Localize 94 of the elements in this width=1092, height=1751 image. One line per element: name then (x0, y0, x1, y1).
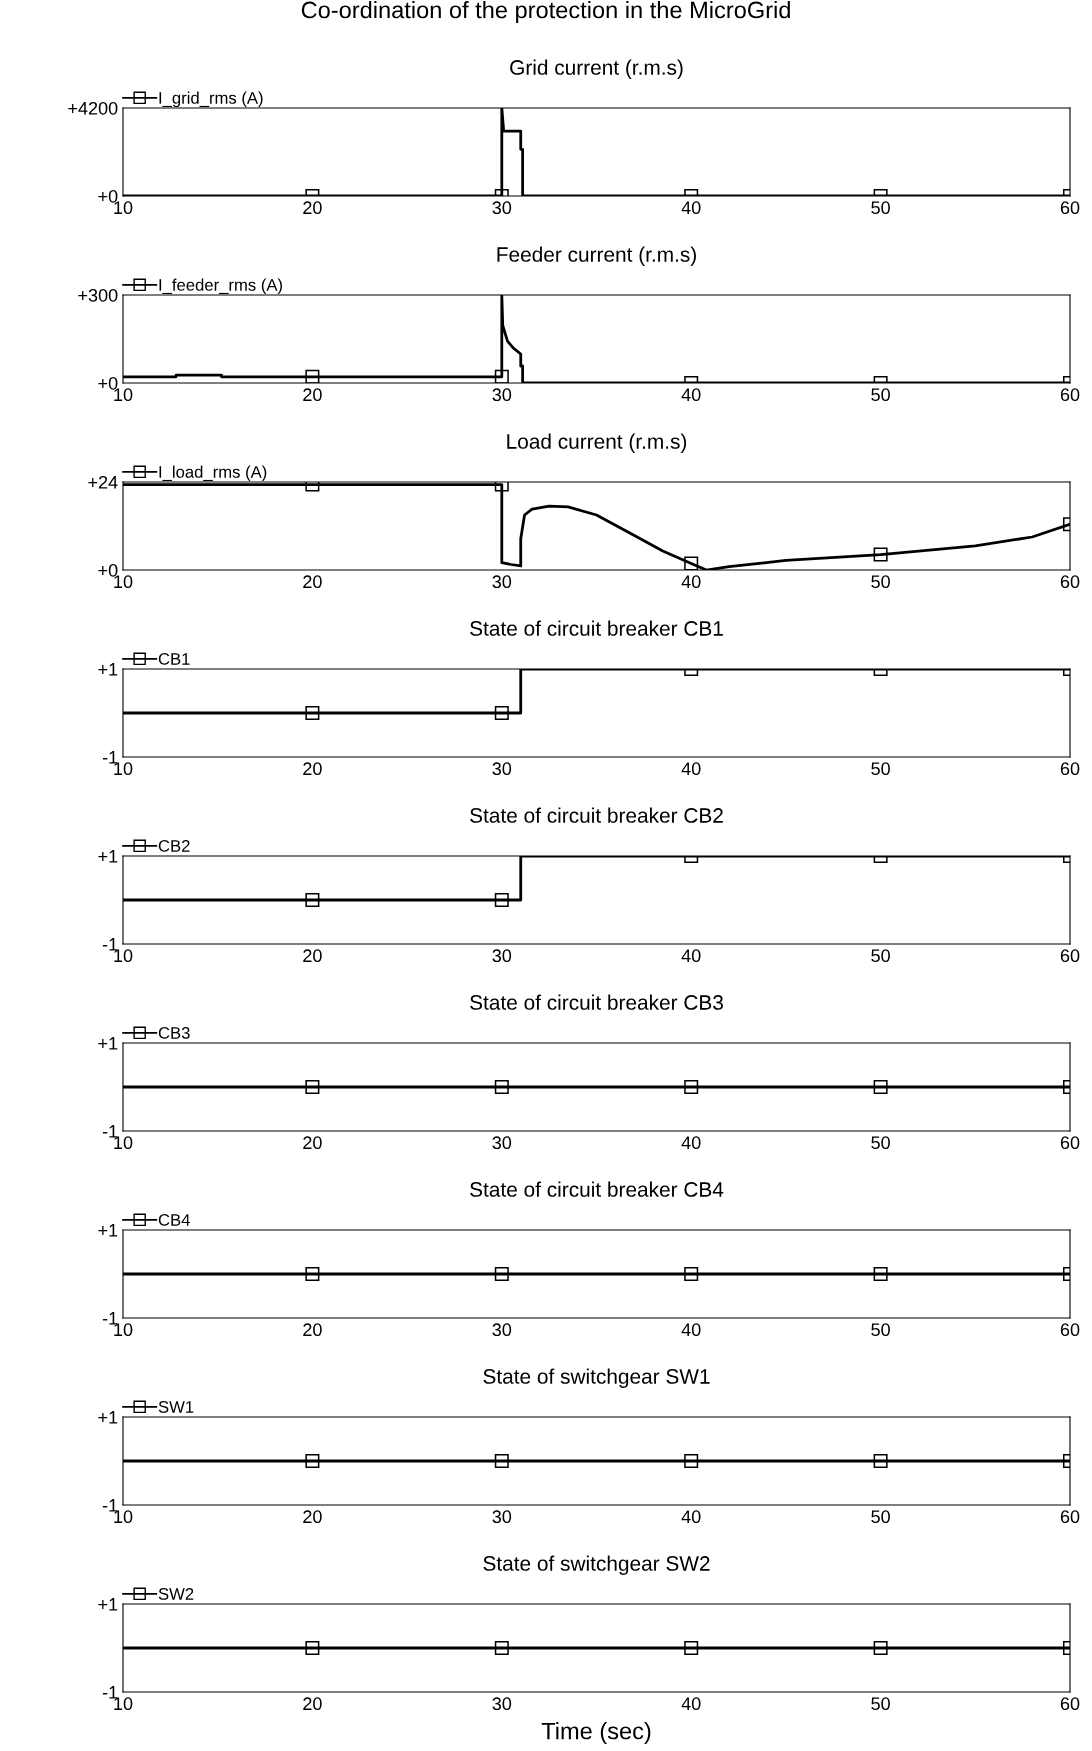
x-tick-label: 50 (871, 388, 890, 402)
x-tick-label: 10 (114, 1510, 133, 1524)
x-tick-label: 50 (871, 1697, 890, 1711)
x-tick-label: 10 (114, 1323, 133, 1337)
x-tick-label: 30 (492, 762, 512, 776)
y-tick-label: +1 (98, 850, 118, 863)
legend-label: SW2 (158, 1588, 194, 1600)
point (684, 556, 699, 570)
y-tick-label: -1 (102, 1125, 118, 1138)
x-tick-label: 40 (681, 575, 701, 589)
x-axis-title: Time (sec) (541, 1722, 651, 1745)
chart-title: State of circuit breaker CB3 (470, 994, 723, 1010)
x-tick-label: 20 (303, 201, 322, 215)
x-tick-label: 40 (681, 949, 701, 963)
x-tick-label: 30 (492, 1323, 512, 1337)
x-tick-label: 30 (492, 1697, 512, 1711)
y-tick-label: +1 (98, 1224, 118, 1237)
x-tick-label: 50 (871, 1136, 890, 1150)
x-tick-label: 50 (871, 762, 890, 776)
legend-label: CB3 (158, 1027, 190, 1039)
y-tick-label: +300 (78, 288, 118, 302)
y-tick-label: +0 (98, 376, 118, 390)
legend-label: I_feeder_rms (A) (159, 278, 283, 295)
x-tick-label: 30 (492, 388, 512, 402)
y-tick-label: +4200 (68, 101, 118, 115)
chart-title: Feeder current (r.m.s) (497, 246, 696, 266)
x-tick-label: 40 (681, 762, 701, 776)
x-tick-label: 40 (681, 1510, 701, 1524)
x-tick-label: 60 (1060, 201, 1080, 215)
y-tick-label: +0 (98, 189, 118, 203)
x-tick-label: 40 (681, 1136, 701, 1150)
y-tick-label: +1 (98, 1411, 118, 1424)
y-tick-label: -1 (102, 1499, 118, 1512)
x-tick-label: 10 (114, 1697, 133, 1711)
x-tick-label: 50 (871, 1510, 890, 1524)
x-tick-label: 20 (303, 1697, 322, 1711)
x-tick-label: 40 (681, 201, 701, 215)
legend-label: I_grid_rms (A) (159, 91, 263, 108)
chart-title: Load current (r.m.s) (507, 433, 687, 453)
x-tick-label: 30 (492, 1136, 512, 1150)
y-tick-label: -1 (102, 1686, 118, 1699)
chart-title: State of circuit breaker CB2 (470, 807, 723, 823)
chart-title: State of switchgear SW2 (483, 1555, 710, 1575)
x-tick-label: 50 (871, 1323, 890, 1337)
x-tick-label: 50 (871, 949, 890, 963)
x-tick-label: 20 (303, 388, 322, 402)
y-tick-label: +1 (98, 1037, 118, 1050)
x-tick-label: 60 (1060, 388, 1080, 402)
chart-title: Grid current (r.m.s) (510, 59, 683, 79)
chart-title: State of circuit breaker CB4 (470, 1181, 724, 1197)
x-tick-label: 60 (1060, 762, 1080, 776)
x-tick-label: 30 (492, 201, 512, 215)
chart-title: State of circuit breaker CB1 (470, 620, 723, 636)
legend-label: CB1 (158, 653, 190, 665)
x-tick-label: 60 (1060, 1136, 1080, 1150)
x-tick-label: 60 (1060, 949, 1080, 963)
x-tick-label: 20 (303, 762, 322, 776)
chart-title: State of switchgear SW1 (483, 1368, 710, 1388)
x-tick-label: 20 (303, 1136, 322, 1150)
legend-label: SW1 (158, 1401, 194, 1413)
x-tick-label: 50 (871, 575, 890, 589)
x-tick-label: 30 (492, 949, 512, 963)
x-tick-label: 10 (114, 762, 133, 776)
y-tick-label: -1 (102, 938, 118, 951)
x-tick-label: 20 (303, 1323, 322, 1337)
x-tick-label: 30 (492, 1510, 512, 1524)
y-tick-label: -1 (102, 1312, 118, 1325)
x-tick-label: 30 (492, 575, 512, 589)
legend-label: CB4 (158, 1214, 190, 1226)
x-tick-label: 40 (681, 1697, 701, 1711)
x-tick-label: 20 (303, 949, 322, 963)
legend-label: I_load_rms (A) (159, 465, 267, 482)
x-tick-label: 60 (1060, 1323, 1080, 1337)
y-tick-label: +1 (98, 663, 118, 676)
y-tick-label: +0 (98, 563, 118, 577)
y-tick-label: +24 (88, 475, 118, 489)
point (873, 547, 888, 562)
x-tick-label: 40 (681, 388, 701, 402)
x-tick-label: 10 (114, 201, 133, 215)
x-tick-label: 10 (114, 575, 133, 589)
x-tick-label: 40 (681, 1323, 701, 1337)
x-tick-label: 10 (114, 1136, 133, 1150)
y-tick-label: -1 (102, 751, 118, 764)
x-tick-label: 10 (114, 949, 133, 963)
text: Co-ordination of the protection in the MicroGrid (301, 1, 790, 24)
y-tick-label: +1 (98, 1598, 118, 1611)
x-tick-label: 60 (1060, 1697, 1080, 1711)
x-tick-label: 10 (114, 388, 133, 402)
x-tick-label: 60 (1060, 575, 1080, 589)
x-tick-label: 60 (1060, 1510, 1080, 1524)
legend-label: CB2 (158, 840, 190, 852)
x-tick-label: 50 (871, 201, 890, 215)
x-tick-label: 20 (303, 575, 322, 589)
x-tick-label: 20 (303, 1510, 322, 1524)
